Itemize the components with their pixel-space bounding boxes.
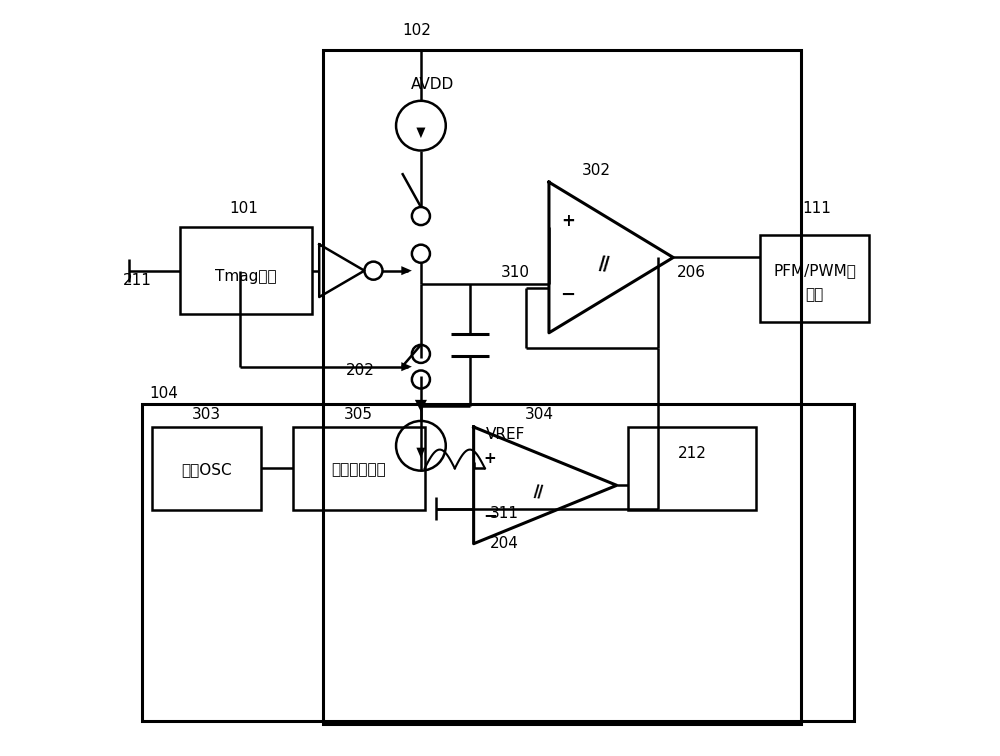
Bar [760,235,869,321]
Polygon shape [416,128,425,138]
Text: 311: 311 [490,506,519,521]
Polygon shape [416,448,425,458]
Text: VREF: VREF [486,427,526,442]
Bar [152,427,261,510]
Text: +: + [561,212,575,231]
Text: 111: 111 [802,201,831,216]
Text: −: − [560,286,575,304]
Text: 310: 310 [501,265,530,280]
Text: 202: 202 [346,363,375,378]
Text: 101: 101 [229,201,258,216]
Text: +: + [484,451,497,466]
Polygon shape [401,362,412,371]
Text: Ⅱ: Ⅱ [532,483,543,503]
Text: 211: 211 [123,273,151,287]
Bar [142,404,854,720]
Text: −: − [483,506,497,524]
Bar [180,228,312,314]
Text: Tmag检测: Tmag检测 [215,269,277,284]
Text: 高频OSC: 高频OSC [181,463,232,477]
Text: 204: 204 [490,536,519,551]
Text: 305: 305 [344,407,373,422]
Text: 成器: 成器 [806,287,824,302]
Text: 304: 304 [525,407,554,422]
Text: 锅齿波产生器: 锅齿波产生器 [331,463,386,477]
Bar [628,427,756,510]
Text: 303: 303 [192,407,221,422]
Bar [323,51,801,724]
Bar [293,427,425,510]
Text: 102: 102 [403,23,432,38]
Text: 104: 104 [150,386,179,401]
Polygon shape [415,400,427,412]
Text: PFM/PWM生: PFM/PWM生 [773,264,856,278]
Text: 206: 206 [677,265,706,280]
Text: 302: 302 [582,163,611,178]
Text: 212: 212 [678,446,707,461]
Text: Ⅱ: Ⅱ [597,255,610,275]
Polygon shape [401,266,412,275]
Text: AVDD: AVDD [411,77,454,91]
